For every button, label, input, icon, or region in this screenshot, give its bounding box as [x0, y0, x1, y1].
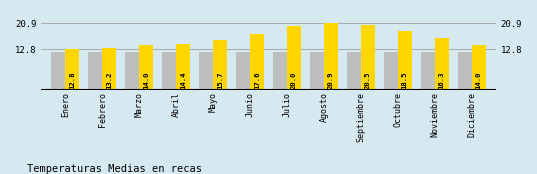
Bar [384, 52, 398, 90]
Bar [458, 52, 471, 90]
Bar [420, 52, 434, 90]
Bar [310, 52, 324, 90]
Text: Temperaturas Medias en recas: Temperaturas Medias en recas [27, 164, 202, 174]
Text: 13.2: 13.2 [106, 72, 112, 89]
Bar [434, 38, 449, 90]
Text: 18.5: 18.5 [402, 72, 408, 89]
Bar [88, 52, 103, 90]
Text: 16.3: 16.3 [439, 72, 445, 89]
Bar [250, 34, 264, 90]
Bar [471, 45, 485, 90]
Text: 14.0: 14.0 [143, 72, 149, 89]
Bar [66, 49, 79, 90]
Bar [273, 52, 287, 90]
Bar [324, 23, 338, 90]
Bar [347, 52, 361, 90]
Bar [52, 52, 66, 90]
Text: 15.7: 15.7 [217, 72, 223, 89]
Text: 17.6: 17.6 [254, 72, 260, 89]
Text: 12.8: 12.8 [69, 72, 75, 89]
Bar [103, 48, 117, 90]
Bar [213, 40, 227, 90]
Bar [162, 52, 176, 90]
Bar [287, 26, 301, 90]
Bar [199, 52, 213, 90]
Bar [176, 44, 190, 90]
Bar [398, 31, 412, 90]
Text: 20.0: 20.0 [291, 72, 297, 89]
Bar [139, 45, 153, 90]
Bar [125, 52, 139, 90]
Text: 20.5: 20.5 [365, 72, 371, 89]
Text: 14.0: 14.0 [476, 72, 482, 89]
Text: 20.9: 20.9 [328, 72, 334, 89]
Text: 14.4: 14.4 [180, 72, 186, 89]
Bar [236, 52, 250, 90]
Bar [361, 25, 375, 90]
